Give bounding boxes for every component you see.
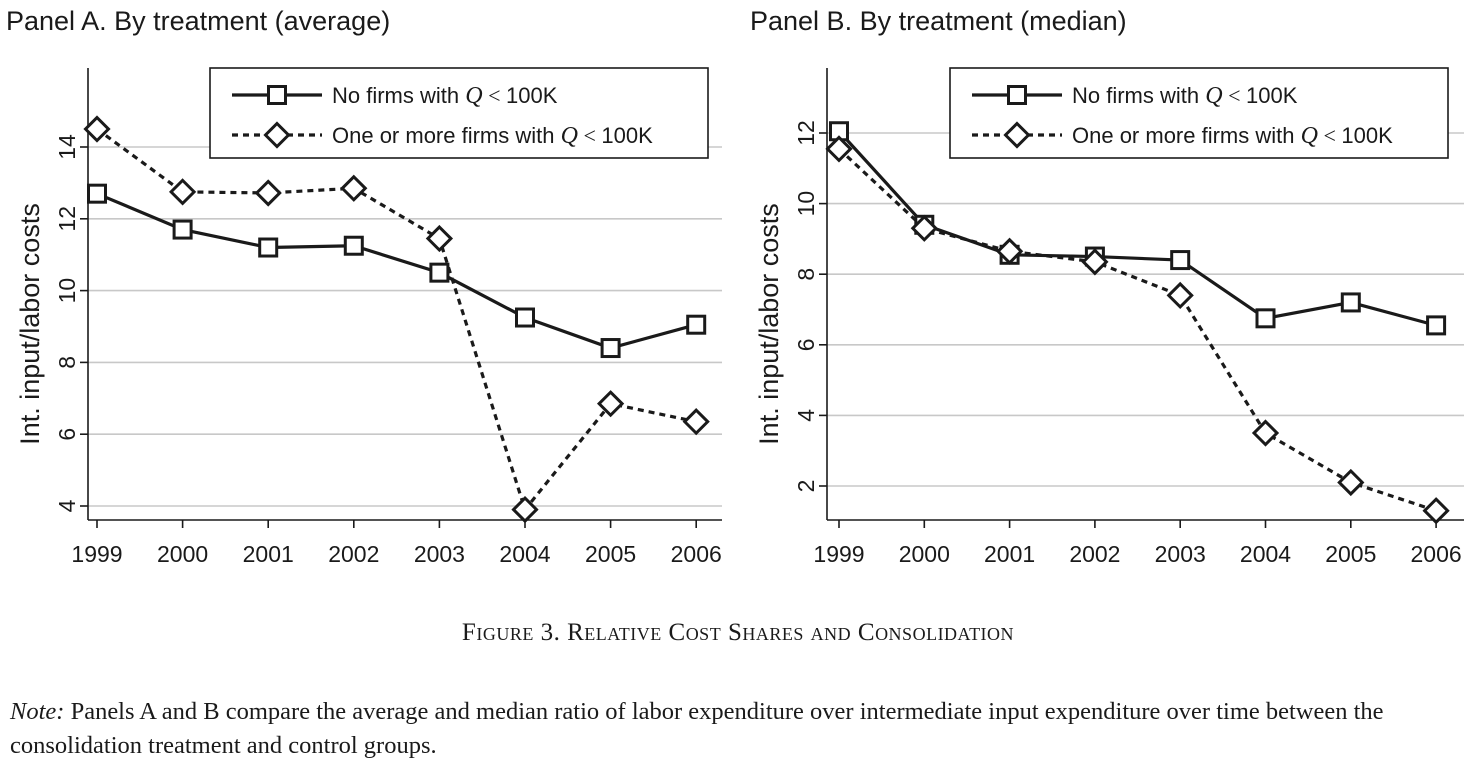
panel-a-legend-diamond-marker bbox=[263, 121, 291, 149]
panel-a-x-tick-label: 2003 bbox=[414, 541, 465, 567]
panel-a-legend-box bbox=[209, 67, 709, 159]
panel-b-x-tick-label: 2001 bbox=[984, 541, 1035, 567]
panel-a: Panel A. By treatment (average) 4 6 8 10 12 14… bbox=[6, 6, 722, 567]
panel-b-x-tick-label: 2002 bbox=[1069, 541, 1120, 567]
panel-a-legend-label-2: One or more firms with Q < 100K bbox=[332, 123, 653, 149]
panel-a-y-tick-label: 10 bbox=[54, 278, 80, 304]
panel-b-y-tick-label: 10 bbox=[793, 191, 819, 217]
panel-a-square-marker bbox=[258, 237, 279, 258]
panel-b: Panel B. By treatment (median) 2 4 6 8 10 12 In… bbox=[750, 6, 1464, 567]
panel-b-diamond-marker bbox=[825, 135, 853, 163]
panel-a-square-marker bbox=[600, 338, 621, 359]
panel-b-series-1-line bbox=[837, 130, 1437, 327]
panel-a-square-marker bbox=[515, 307, 535, 328]
panel-a-diamond-marker bbox=[254, 179, 282, 207]
panel-b-diamond-marker bbox=[910, 214, 938, 242]
panel-b-x-tick-label: 2000 bbox=[899, 541, 950, 567]
panel-a-square-marker bbox=[686, 314, 707, 335]
panel-b-diamond-marker bbox=[1422, 497, 1450, 525]
caption-text: Figure 3. Relative Cost Shares and Conso… bbox=[461, 619, 1015, 646]
panel-a-x-tick-label: 1999 bbox=[71, 541, 122, 567]
panel-a-y-tick-label: 8 bbox=[54, 356, 80, 369]
panel-b-y-axis-label: Int. input/labor costs bbox=[754, 203, 784, 445]
panel-a-y-tick-label: 14 bbox=[54, 134, 80, 160]
panel-b-y-tick-label: 4 bbox=[793, 409, 819, 422]
panel-b-legend-square-marker bbox=[1007, 85, 1027, 105]
panel-a-diamond-marker bbox=[168, 178, 197, 206]
note-label: Note: bbox=[10, 698, 65, 725]
panel-b-diamond-marker bbox=[1251, 419, 1280, 447]
panel-a-square-marker bbox=[172, 219, 193, 240]
panel-a-series-1-line bbox=[96, 192, 697, 350]
panel-b-y-tick-label: 2 bbox=[793, 480, 819, 493]
figure-caption: Figure 3. Relative Cost Shares and Conso… bbox=[0, 619, 1476, 647]
panel-b-square-marker bbox=[1255, 308, 1276, 329]
panel-a-diamond-marker bbox=[340, 174, 368, 202]
panel-b-diamond-marker bbox=[1081, 248, 1109, 276]
panel-b-square-marker bbox=[1170, 250, 1191, 271]
panel-a-y-tick-label: 6 bbox=[54, 428, 80, 441]
panel-b-diamond-marker bbox=[995, 237, 1024, 265]
panel-a-square-marker bbox=[87, 183, 107, 204]
panel-b-y-tick-label: 8 bbox=[793, 268, 819, 281]
panel-a-series-2-line bbox=[96, 127, 697, 513]
note-text: Panels A and B compare the average and m… bbox=[10, 698, 1384, 759]
panel-b-x-tick-label: 2005 bbox=[1325, 541, 1376, 567]
panel-a-legend-square-marker bbox=[267, 85, 287, 105]
panel-a-y-axis-label: Int. input/labor costs bbox=[15, 203, 45, 445]
panel-a-x-tick-label: 2001 bbox=[243, 541, 294, 567]
panel-a-diamond-marker bbox=[83, 115, 111, 143]
panel-a-y-tick-label: 4 bbox=[54, 499, 80, 512]
panel-b-legend-label-1: No firms with Q < 100K bbox=[1072, 83, 1298, 109]
panel-b-x-tick-label: 1999 bbox=[813, 541, 864, 567]
panel-b-square-marker bbox=[1426, 315, 1447, 336]
panel-a-x-tick-label: 2005 bbox=[585, 541, 636, 567]
panel-b-x-tick-label: 2004 bbox=[1240, 541, 1291, 567]
panel-a-diamond-marker bbox=[425, 224, 454, 253]
panel-b-x-tick-label: 2006 bbox=[1411, 541, 1462, 567]
panel-b-legend-box bbox=[949, 67, 1449, 159]
panel-b-title: Panel B. By treatment (median) bbox=[750, 6, 1127, 36]
figure-panels: Panel A. By treatment (average) 4 6 8 10 12 14… bbox=[6, 6, 1464, 567]
panel-a-x-tick-label: 2004 bbox=[499, 541, 550, 567]
panel-a-diamond-marker bbox=[682, 408, 710, 436]
panel-b-legend-diamond-marker bbox=[1003, 121, 1031, 149]
panel-a-x-tick-label: 2000 bbox=[157, 541, 208, 567]
panel-a-diamond-marker bbox=[511, 495, 539, 524]
panel-a-legend-label-1: No firms with Q < 100K bbox=[332, 83, 558, 109]
panel-b-legend-label-2: One or more firms with Q < 100K bbox=[1072, 123, 1393, 149]
panel-a-square-marker bbox=[429, 262, 450, 283]
panel-a-title: Panel A. By treatment (average) bbox=[6, 6, 390, 36]
panel-b-square-marker bbox=[1340, 292, 1361, 313]
panel-b-legend: No firms with Q < 100K One or more firms … bbox=[949, 67, 1449, 159]
panel-b-x-tick-label: 2003 bbox=[1155, 541, 1206, 567]
panel-b-y-tick-label: 6 bbox=[793, 338, 819, 351]
panel-a-square-marker bbox=[343, 235, 364, 256]
panel-b-y-tick-label: 12 bbox=[793, 120, 819, 146]
figure-note: Note: Panels A and B compare the average… bbox=[10, 695, 1468, 763]
panel-a-diamond-marker bbox=[596, 390, 625, 418]
panel-b-diamond-marker bbox=[1337, 468, 1365, 497]
panel-a-x-tick-label: 2002 bbox=[328, 541, 379, 567]
panel-a-y-tick-label: 12 bbox=[54, 206, 80, 232]
panel-a-legend: No firms with Q < 100K One or more firms … bbox=[209, 67, 709, 159]
panel-a-x-tick-label: 2006 bbox=[671, 541, 722, 567]
panel-b-diamond-marker bbox=[1166, 281, 1194, 310]
